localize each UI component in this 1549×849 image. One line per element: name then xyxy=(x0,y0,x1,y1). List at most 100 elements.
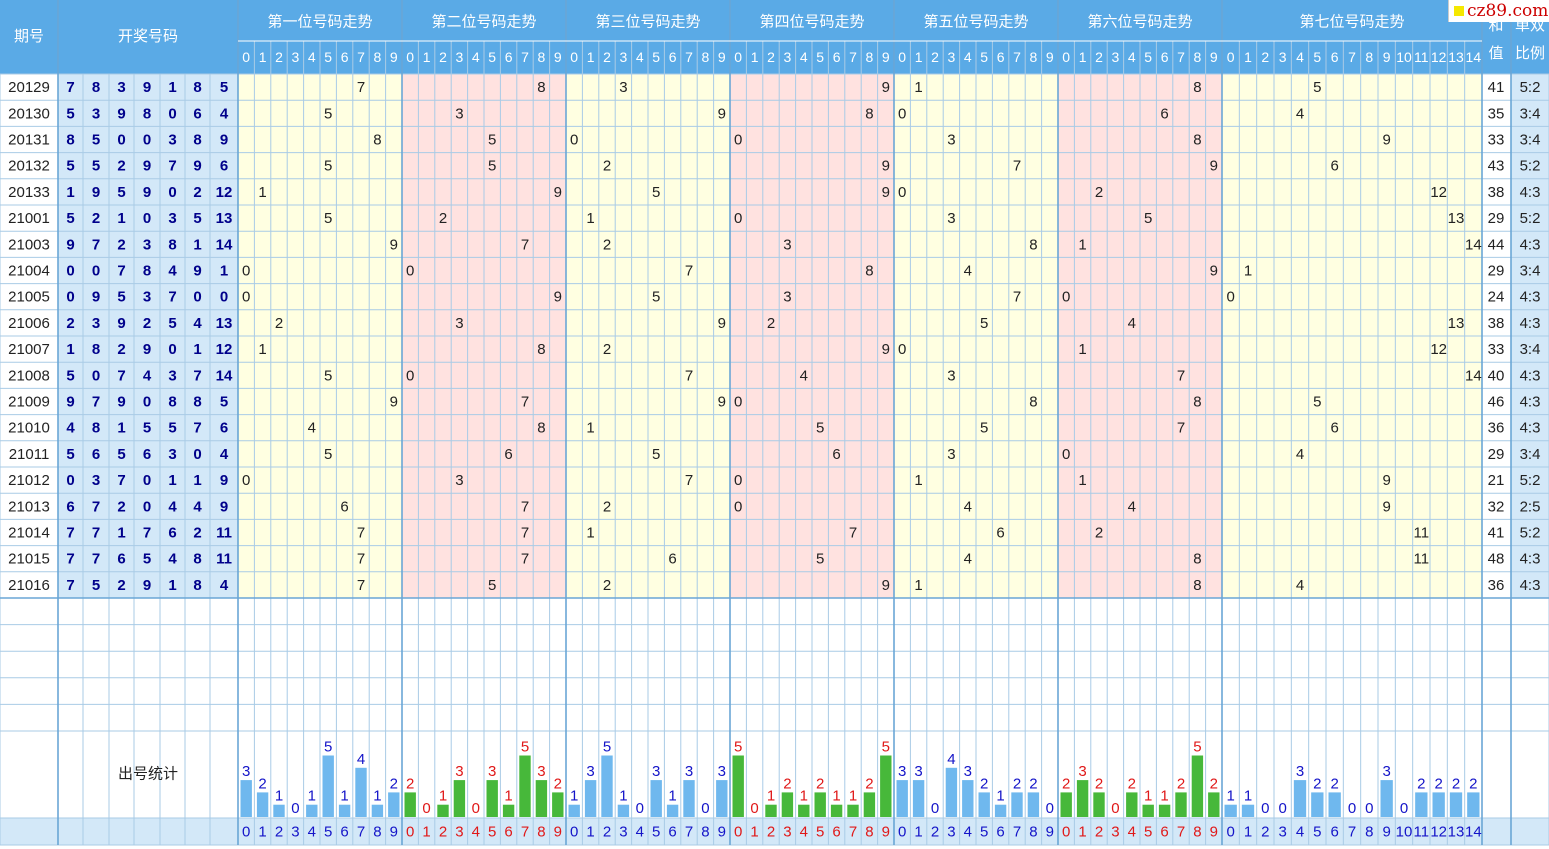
axis-digit: 5 xyxy=(324,823,332,840)
trend-mark: 9 xyxy=(882,577,890,594)
trend-mark: 2 xyxy=(603,498,611,515)
draw-number: 9 xyxy=(143,79,151,96)
count-bar xyxy=(732,755,744,817)
trend-mark: 4 xyxy=(1128,315,1136,332)
axis-digit: 6 xyxy=(1160,823,1168,840)
period-header: 期号 xyxy=(14,28,44,45)
draw-number: 9 xyxy=(143,184,151,201)
count-label: 3 xyxy=(652,763,660,780)
draw-number: 6 xyxy=(92,446,100,463)
count-bar xyxy=(355,767,367,817)
trend-mark: 13 xyxy=(1448,315,1465,332)
sum-cell: 48 xyxy=(1488,551,1505,568)
count-bar xyxy=(322,755,334,817)
axis-digit: 2 xyxy=(1095,823,1103,840)
axis-digit: 8 xyxy=(701,823,709,840)
digit-header: 1 xyxy=(423,49,431,65)
count-bar xyxy=(896,780,908,817)
draw-number: 3 xyxy=(92,472,100,489)
trend-mark: 5 xyxy=(652,446,660,463)
period-cell: 20131 xyxy=(8,131,50,148)
draw-number: 7 xyxy=(117,367,125,384)
period-cell: 21003 xyxy=(8,236,50,253)
axis-digit: 4 xyxy=(308,823,316,840)
digit-header: 1 xyxy=(1244,49,1252,65)
draw-number: 1 xyxy=(193,472,201,489)
trend-mark: 8 xyxy=(373,131,381,148)
trend-mark: 0 xyxy=(734,498,742,515)
draw-number: 5 xyxy=(66,158,74,175)
trend-mark: 8 xyxy=(865,262,873,279)
draw-number: 6 xyxy=(220,158,228,175)
digit-header: 6 xyxy=(505,49,513,65)
count-bar xyxy=(535,780,548,817)
trend-mark: 9 xyxy=(1210,262,1218,279)
axis-digit: 5 xyxy=(816,823,824,840)
axis-digit: 13 xyxy=(1448,823,1465,840)
draw-number: 4 xyxy=(193,315,202,332)
count-label: 1 xyxy=(1144,788,1152,805)
count-label: 1 xyxy=(800,788,808,805)
count-label: 2 xyxy=(1330,775,1338,792)
period-cell: 21015 xyxy=(8,551,50,568)
axis-digit: 9 xyxy=(1210,823,1218,840)
ratio-cell: 4:3 xyxy=(1520,577,1541,594)
draw-number: 1 xyxy=(117,420,125,437)
count-label: 5 xyxy=(1193,738,1201,755)
axis-digit: 7 xyxy=(1013,823,1021,840)
trend-mark: 8 xyxy=(1029,236,1037,253)
axis-digit: 0 xyxy=(734,823,742,840)
digit-header: 3 xyxy=(948,49,956,65)
draw-number: 3 xyxy=(92,315,100,332)
draw-number: 2 xyxy=(193,524,201,541)
trend-mark: 7 xyxy=(357,551,365,568)
axis-digit: 8 xyxy=(1365,823,1373,840)
trend-mark: 1 xyxy=(586,524,594,541)
trend-mark: 8 xyxy=(1193,393,1201,410)
count-bar xyxy=(1293,780,1307,817)
draw-number: 5 xyxy=(66,105,74,122)
axis-digit: 7 xyxy=(1177,823,1185,840)
count-label: 3 xyxy=(1296,763,1304,780)
draw-number: 5 xyxy=(92,158,100,175)
trend-mark: 0 xyxy=(242,289,250,306)
trend-mark: 0 xyxy=(1062,446,1070,463)
digit-header: 4 xyxy=(308,49,316,65)
digit-header: 2 xyxy=(931,49,939,65)
site-label: cz89.com xyxy=(1467,1,1549,21)
digit-header: 6 xyxy=(669,49,677,65)
draw-number: 7 xyxy=(193,367,201,384)
count-label: 3 xyxy=(685,763,693,780)
trend-mark: 4 xyxy=(1296,105,1304,122)
count-label: 4 xyxy=(357,751,365,768)
digit-header: 3 xyxy=(292,49,300,65)
trend-mark: 2 xyxy=(603,341,611,358)
draw-number: 6 xyxy=(193,105,201,122)
trend-mark: 6 xyxy=(340,498,348,515)
trend-mark: 9 xyxy=(1382,498,1390,515)
position-header: 第四位号码走势 xyxy=(759,12,864,30)
trend-mark: 5 xyxy=(324,158,332,175)
digit-header: 13 xyxy=(1448,49,1464,65)
axis-digit: 12 xyxy=(1430,823,1447,840)
site-badge[interactable]: cz89.com xyxy=(1448,0,1549,22)
count-label: 2 xyxy=(1177,775,1185,792)
sum-cell: 46 xyxy=(1488,393,1505,410)
count-label: 3 xyxy=(455,763,463,780)
count-label: 1 xyxy=(668,788,676,805)
trend-mark: 2 xyxy=(767,315,775,332)
period-cell: 20129 xyxy=(8,79,50,96)
trend-mark: 0 xyxy=(406,262,414,279)
axis-digit: 9 xyxy=(718,823,726,840)
trend-mark: 8 xyxy=(1193,551,1201,568)
period-cell: 21004 xyxy=(8,262,50,279)
count-label: 0 xyxy=(1365,800,1373,817)
count-label: 0 xyxy=(472,800,480,817)
digit-header: 6 xyxy=(833,49,841,65)
period-cell: 21012 xyxy=(8,472,50,489)
draw-number: 4 xyxy=(143,367,152,384)
position-header: 第七位号码走势 xyxy=(1299,12,1404,30)
draw-number: 9 xyxy=(220,472,228,489)
trend-mark: 1 xyxy=(258,341,266,358)
draw-number: 1 xyxy=(193,341,201,358)
